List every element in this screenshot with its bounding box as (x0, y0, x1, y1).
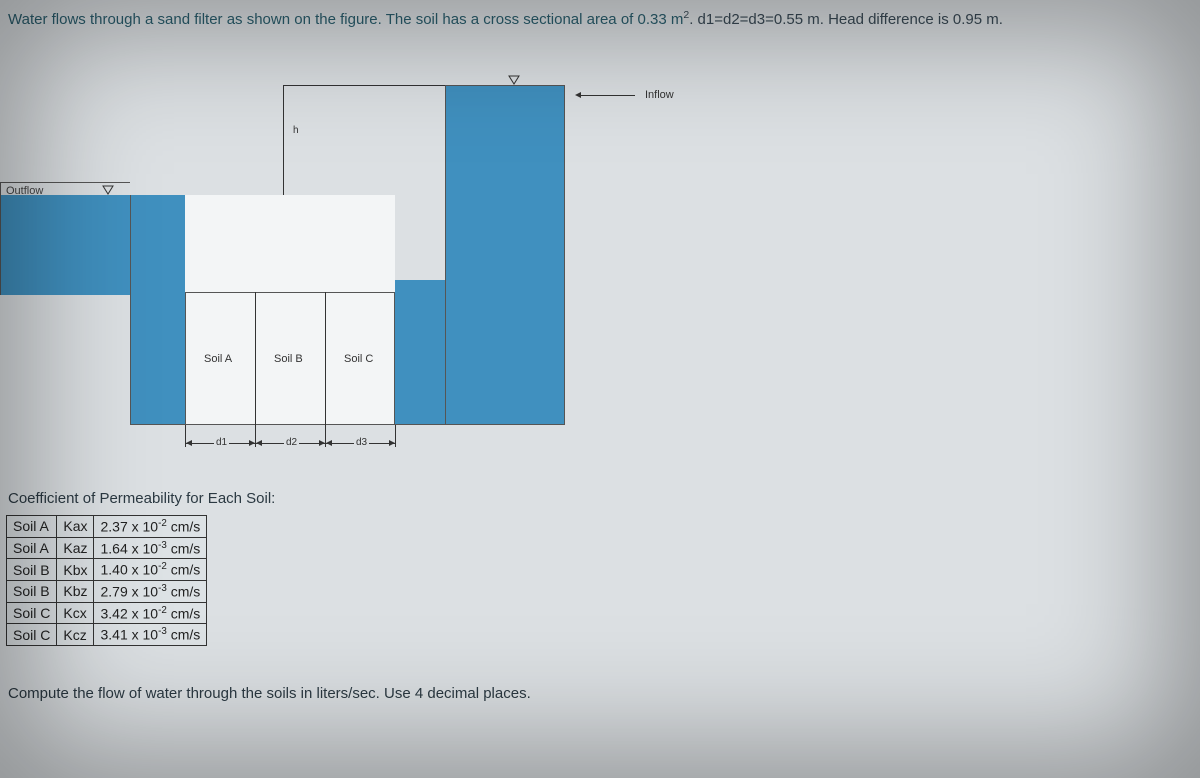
d-tick-3 (395, 425, 396, 447)
top-rule (283, 85, 445, 86)
perm-heading: Coefficient of Permeability for Each Soi… (8, 490, 275, 507)
outflow-level-icon (102, 185, 112, 193)
d2-arr-l-icon (256, 440, 262, 446)
problem-text-2: . d1=d2=d3=0.55 m. Head difference is 0.… (689, 11, 1003, 28)
cell-soil: Soil C (7, 602, 57, 624)
d1-arr-r-icon (249, 440, 255, 446)
cell-soil: Soil A (7, 537, 57, 559)
cell-val: 1.40 x 10-2 cm/s (94, 559, 207, 581)
outflow-label: Outflow (6, 185, 43, 197)
outflow-border (0, 182, 130, 295)
d3-arr-l-icon (326, 440, 332, 446)
table-row: Soil C Kcz 3.41 x 10-3 cm/s (7, 624, 207, 646)
cell-k: Kax (57, 516, 94, 538)
permeability-table: Soil A Kax 2.37 x 10-2 cm/s Soil A Kaz 1… (6, 515, 207, 646)
cell-k: Kcx (57, 602, 94, 624)
table-row: Soil C Kcx 3.42 x 10-2 cm/s (7, 602, 207, 624)
soil-div-2 (325, 292, 326, 425)
d2-arr-r-icon (319, 440, 325, 446)
inflow-arrow-line (580, 95, 635, 96)
table-row: Soil A Kaz 1.64 x 10-3 cm/s (7, 537, 207, 559)
table-row: Soil B Kbz 2.79 x 10-3 cm/s (7, 580, 207, 602)
d3-arr-r-icon (389, 440, 395, 446)
inflow-label: Inflow (645, 89, 674, 101)
cell-val: 3.42 x 10-2 cm/s (94, 602, 207, 624)
d1-label: d1 (214, 437, 229, 448)
cell-soil: Soil B (7, 580, 57, 602)
d1-arr-l-icon (186, 440, 192, 446)
inflow-arrow-head-icon (575, 92, 581, 98)
cell-soil: Soil B (7, 559, 57, 581)
soil-a-label: Soil A (204, 353, 232, 365)
problem-statement: Water flows through a sand filter as sho… (8, 8, 1192, 30)
cell-k: Kcz (57, 624, 94, 646)
cell-soil: Soil C (7, 624, 57, 646)
sand-filter-figure: Soil A Soil B Soil C h Outflow Inflow d1… (0, 55, 700, 460)
h-line (283, 85, 284, 195)
h-label: h (293, 125, 299, 136)
d2-label: d2 (284, 437, 299, 448)
cell-val: 2.79 x 10-3 cm/s (94, 580, 207, 602)
d3-label: d3 (354, 437, 369, 448)
soil-div-1 (255, 292, 256, 425)
cell-val: 1.64 x 10-3 cm/s (94, 537, 207, 559)
soil-c-label: Soil C (344, 353, 373, 365)
question-text: Compute the flow of water through the so… (8, 685, 531, 702)
inflow-level-icon (508, 75, 518, 83)
cell-k: Kbz (57, 580, 94, 602)
cell-val: 3.41 x 10-3 cm/s (94, 624, 207, 646)
cell-k: Kbx (57, 559, 94, 581)
table-row: Soil B Kbx 1.40 x 10-2 cm/s (7, 559, 207, 581)
cell-soil: Soil A (7, 516, 57, 538)
table-row: Soil A Kax 2.37 x 10-2 cm/s (7, 516, 207, 538)
cell-k: Kaz (57, 537, 94, 559)
perm-tbody: Soil A Kax 2.37 x 10-2 cm/s Soil A Kaz 1… (7, 516, 207, 646)
problem-text-1: Water flows through a sand filter as sho… (8, 11, 683, 28)
soil-b-label: Soil B (274, 353, 303, 365)
cell-val: 2.37 x 10-2 cm/s (94, 516, 207, 538)
